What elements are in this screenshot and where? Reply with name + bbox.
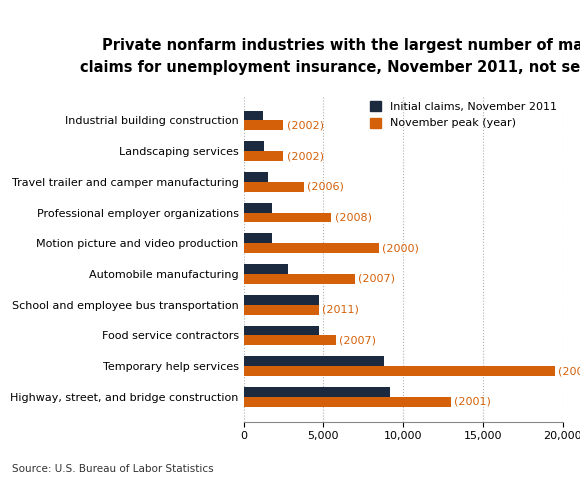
Text: (2000): (2000) (558, 366, 580, 376)
Text: Source: U.S. Bureau of Labor Statistics: Source: U.S. Bureau of Labor Statistics (12, 464, 213, 474)
Bar (244, 243, 379, 253)
Bar (244, 141, 264, 151)
Bar (244, 111, 263, 120)
Bar (244, 305, 318, 315)
Bar (244, 172, 267, 182)
Bar (244, 366, 554, 376)
Bar (244, 326, 318, 335)
Bar (244, 397, 451, 407)
Text: Private nonfarm industries with the largest number of mass layoff initial: Private nonfarm industries with the larg… (102, 38, 580, 54)
Text: (2002): (2002) (287, 151, 324, 161)
Bar (244, 213, 331, 222)
Text: (2007): (2007) (339, 335, 376, 345)
Bar (244, 203, 273, 213)
Bar (244, 387, 390, 397)
Text: (2011): (2011) (322, 305, 358, 315)
Bar (244, 274, 355, 284)
Text: (2006): (2006) (307, 182, 345, 192)
Bar (244, 295, 318, 305)
Bar (244, 182, 304, 192)
Text: (2002): (2002) (287, 120, 324, 130)
Legend: Initial claims, November 2011, November peak (year): Initial claims, November 2011, November … (370, 102, 557, 128)
Bar (244, 151, 284, 161)
Bar (244, 264, 288, 274)
Bar (244, 335, 336, 345)
Bar (244, 233, 273, 243)
Bar (244, 356, 384, 366)
Text: (2007): (2007) (358, 274, 396, 284)
Text: (2001): (2001) (454, 397, 491, 407)
Text: claims for unemployment insurance, November 2011, not seasonally adjusted: claims for unemployment insurance, Novem… (80, 59, 580, 75)
Text: (2008): (2008) (335, 213, 372, 223)
Text: (2000): (2000) (382, 243, 419, 253)
Bar (244, 120, 284, 130)
